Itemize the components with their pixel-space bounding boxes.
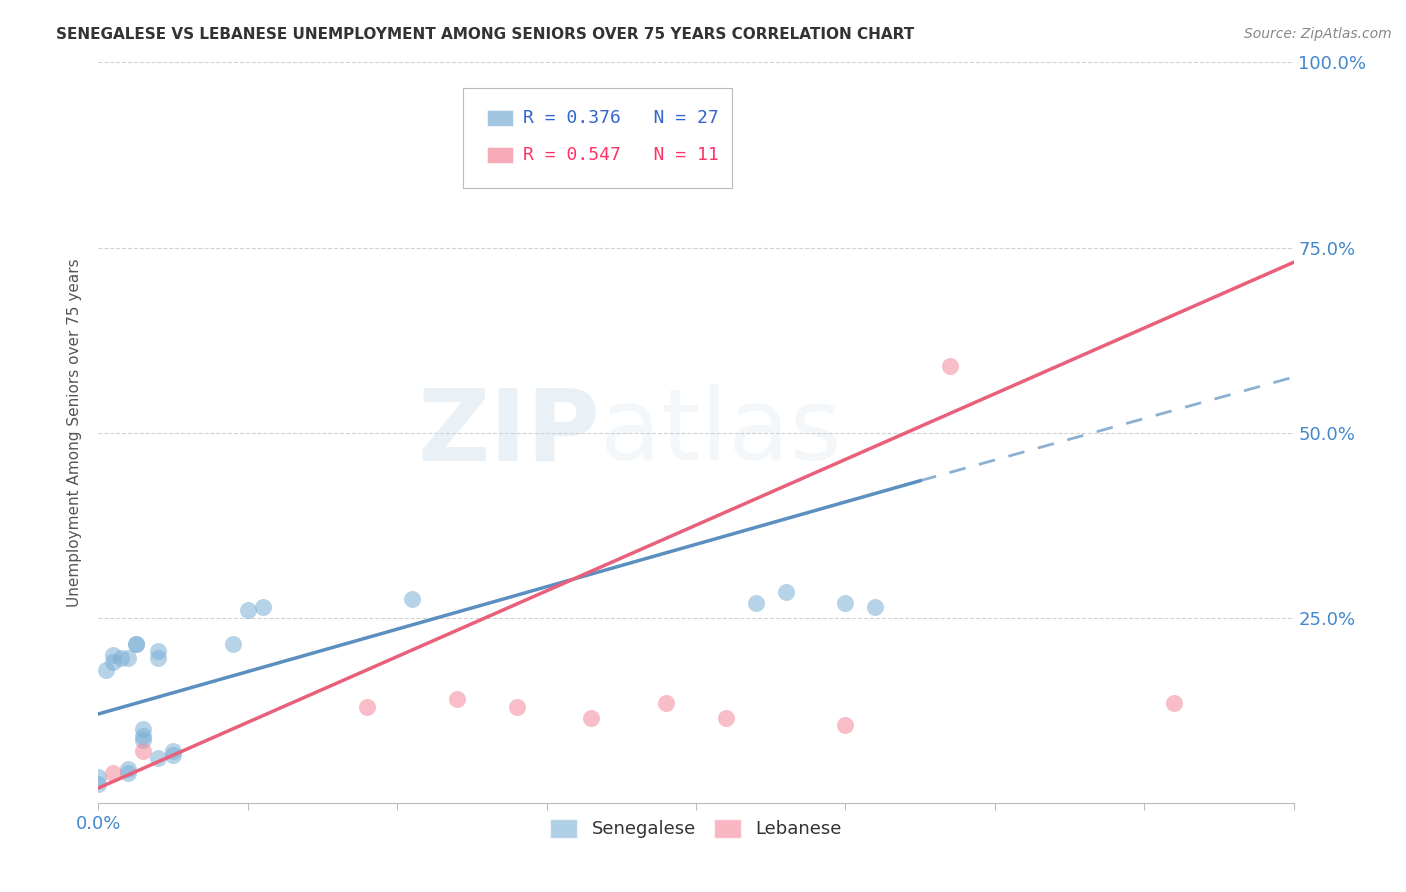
Y-axis label: Unemployment Among Seniors over 75 years: Unemployment Among Seniors over 75 years [67,259,83,607]
Point [117,651,139,665]
Point [775,584,797,599]
Text: atlas: atlas [600,384,842,481]
Point [148,644,170,658]
Point [94,663,117,677]
Legend: Senegalese, Lebanese: Senegalese, Lebanese [543,812,849,846]
Point [865,599,887,614]
Point [148,651,170,665]
Point [125,637,148,651]
Point [252,599,274,614]
Point [162,744,184,758]
Point [581,711,603,725]
Point [834,718,856,732]
Point [401,592,423,607]
Text: R = 0.547   N = 11: R = 0.547 N = 11 [523,146,718,164]
Point [655,696,678,710]
Point [222,637,245,651]
Point [125,637,148,651]
Point [939,359,962,373]
Point [356,699,378,714]
Point [834,596,856,610]
Point [162,747,184,762]
Point [745,596,768,610]
FancyBboxPatch shape [486,110,513,126]
Point [446,692,468,706]
Point [117,763,139,777]
Point [87,770,110,784]
Text: ZIP: ZIP [418,384,600,481]
Point [117,766,139,780]
Point [1163,696,1185,710]
Point [103,655,125,669]
Point [148,751,170,765]
Point [110,651,132,665]
Point [132,722,155,736]
Text: R = 0.376   N = 27: R = 0.376 N = 27 [523,109,718,127]
Point [132,729,155,743]
Point [103,648,125,662]
Text: Source: ZipAtlas.com: Source: ZipAtlas.com [1244,27,1392,41]
Point [103,766,125,780]
Point [87,777,110,791]
Point [714,711,737,725]
Point [236,603,259,617]
Text: SENEGALESE VS LEBANESE UNEMPLOYMENT AMONG SENIORS OVER 75 YEARS CORRELATION CHAR: SENEGALESE VS LEBANESE UNEMPLOYMENT AMON… [56,27,914,42]
Point [132,732,155,747]
Point [506,699,529,714]
Point [132,744,155,758]
FancyBboxPatch shape [486,147,513,163]
FancyBboxPatch shape [463,88,733,188]
